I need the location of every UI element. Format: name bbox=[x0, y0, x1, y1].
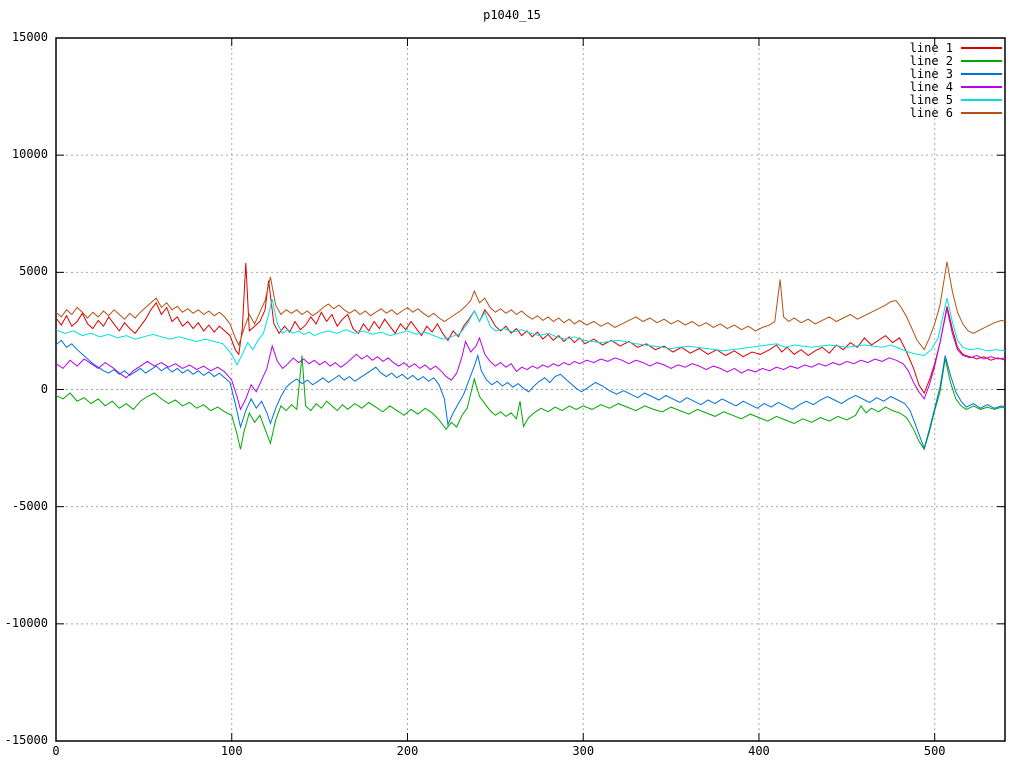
series-1-polyline bbox=[55, 262, 1006, 395]
legend-line-sample bbox=[961, 72, 1002, 75]
legend-entry: line 6 bbox=[909, 105, 1002, 120]
legend-entry: line 2 bbox=[909, 53, 1002, 68]
legend-entry: line 5 bbox=[909, 92, 1002, 107]
legend-label: line 5 bbox=[909, 92, 953, 107]
legend-label: line 1 bbox=[909, 40, 953, 55]
legend-label: line 6 bbox=[909, 105, 953, 120]
y-tick-label: -10000 bbox=[4, 615, 48, 630]
chart-title: p1040_15 bbox=[483, 8, 541, 22]
y-tick-label: 10000 bbox=[11, 147, 48, 162]
series-4-polyline bbox=[55, 308, 1006, 411]
series-6-polyline bbox=[55, 261, 1006, 351]
series-2-polyline bbox=[55, 355, 1006, 451]
legend-entry: line 4 bbox=[909, 79, 1002, 94]
x-tick-label: 100 bbox=[220, 744, 243, 758]
y-tick-label: 15000 bbox=[11, 30, 48, 44]
x-tick-label: 500 bbox=[923, 744, 946, 758]
plot-border bbox=[55, 37, 1006, 742]
legend-entry: line 3 bbox=[909, 66, 1002, 81]
series-5-polyline bbox=[55, 297, 1006, 367]
series-3-polyline bbox=[55, 339, 1006, 450]
legend-line-sample bbox=[961, 98, 1002, 101]
legend: line 1 line 2 line 3 line 4 line 5 line 6 bbox=[909, 40, 1002, 120]
x-tick-label: 0 bbox=[52, 744, 60, 758]
x-tick-label: 300 bbox=[572, 744, 595, 758]
legend-entry: line 1 bbox=[909, 40, 1002, 55]
legend-label: line 4 bbox=[909, 79, 953, 94]
legend-line-sample bbox=[961, 85, 1002, 88]
y-tick-label: 0 bbox=[40, 381, 48, 396]
y-tick-label: -15000 bbox=[4, 733, 48, 747]
legend-line-sample bbox=[961, 46, 1002, 49]
y-tick-label: 5000 bbox=[19, 264, 48, 279]
legend-label: line 3 bbox=[909, 66, 953, 81]
legend-label: line 2 bbox=[909, 53, 953, 68]
x-tick-label: 200 bbox=[396, 744, 419, 758]
y-tick-label: -5000 bbox=[11, 498, 48, 513]
x-tick-label: 400 bbox=[748, 744, 770, 758]
legend-line-sample bbox=[961, 111, 1002, 114]
legend-line-sample bbox=[961, 59, 1002, 62]
